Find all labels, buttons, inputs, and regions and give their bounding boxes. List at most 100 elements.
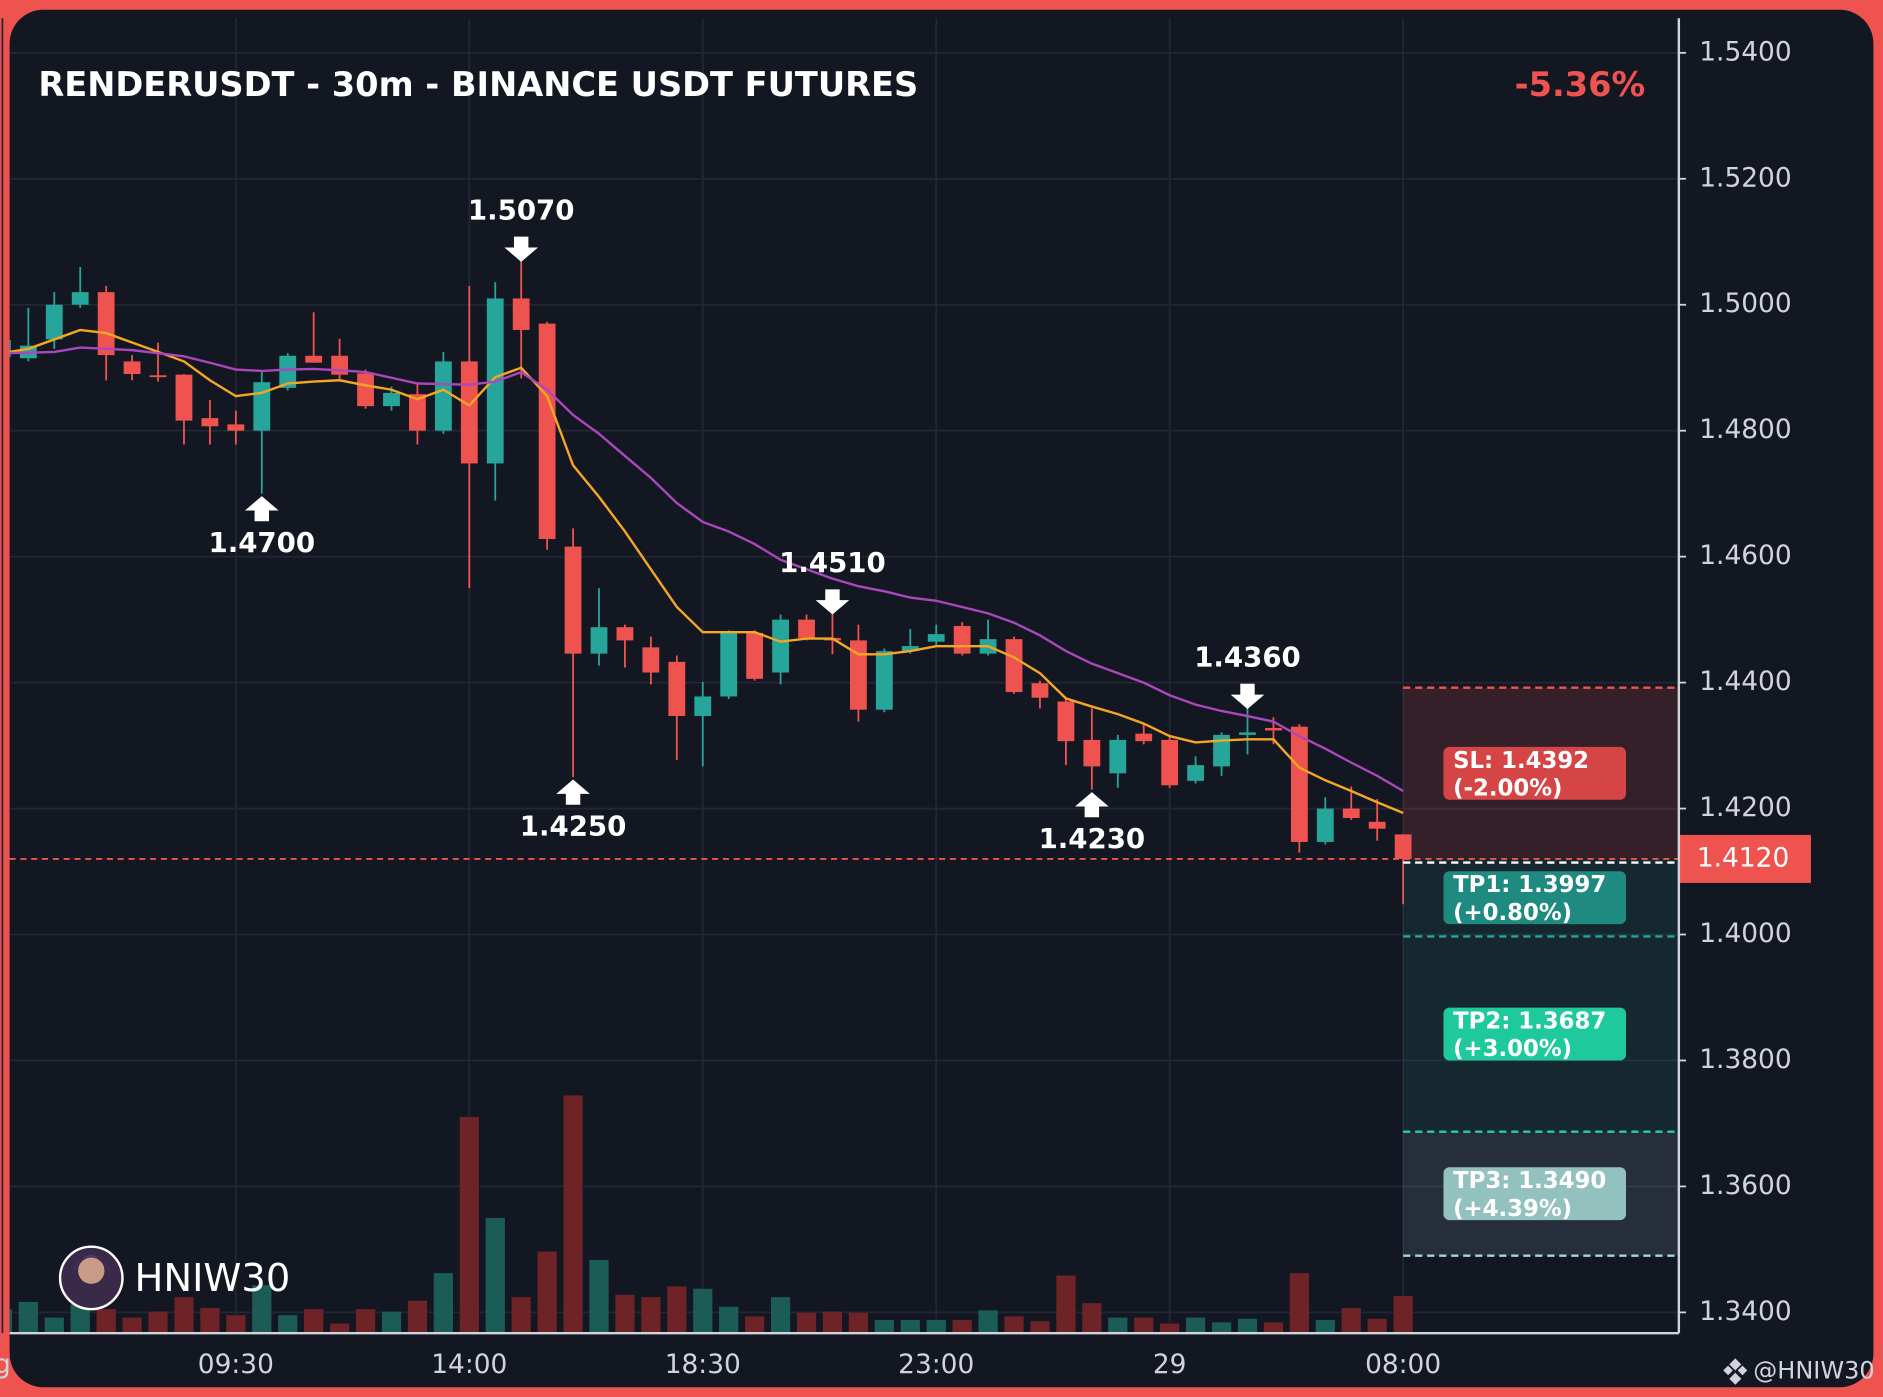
volume-bar [1056,1275,1076,1334]
candle-body [383,392,400,407]
watermark: HNIW30 [135,1256,291,1301]
y-tick-label: 1.5400 [1699,36,1791,67]
candle-body [746,632,764,679]
volume-bar [1263,1322,1284,1334]
last-price-label: 1.4120 [1697,842,1789,873]
candle-body [616,627,634,641]
grid [1,18,1679,1334]
candle-body [71,292,89,305]
candle-body [45,304,63,340]
volume-bar [148,1311,168,1334]
candle-body [772,619,789,673]
candle-body [1187,765,1205,781]
y-tick-label: 1.3600 [1699,1170,1791,1201]
x-tick-label: 08:00 [1365,1349,1441,1380]
candle-body [175,374,193,421]
volume-bar [1289,1273,1309,1334]
annotation-arrow [1075,792,1109,818]
candle-body [279,355,297,388]
x-tick-label: 29 [1153,1349,1187,1380]
volume-bar [719,1306,739,1334]
candle-body [512,298,530,330]
volume-bar [1004,1316,1024,1334]
y-tick-label: 1.4200 [1699,792,1791,823]
candle-body [1057,701,1075,742]
annotation-arrow [244,496,279,522]
volume-bar [1134,1317,1154,1334]
plot-area [9,260,1413,1334]
annotation-label: 1.5070 [468,193,575,226]
avatar-face [78,1257,105,1284]
candle-body [123,361,141,375]
x-tick-label: 14:00 [431,1349,507,1380]
candle-body [798,619,815,638]
volume-bar [1160,1323,1180,1334]
candle-body [1265,727,1282,731]
candle-body [875,651,893,710]
moving-average [9,328,1404,815]
level-pct: (+0.80%) [1453,900,1572,926]
volume-bar [18,1301,38,1334]
candle-body [642,647,660,673]
y-tick-label: 1.4600 [1699,540,1791,571]
candle-body [927,634,945,642]
volume-bar [1341,1307,1361,1334]
volume-bar [1186,1317,1206,1334]
annotation-arrow [815,589,850,615]
chart-title: RENDERUSDT - 30m - BINANCE USDT FUTURES [38,65,918,104]
y-tick-label: 1.5000 [1699,288,1791,319]
volume-bar [1108,1317,1128,1334]
annotation-arrow [1230,683,1265,710]
background [9,9,1874,1388]
candle-body [305,355,323,363]
candle-body [1290,726,1308,842]
volume-bar [96,1309,116,1334]
level-pct: (+3.00%) [1453,1036,1572,1062]
candle-body [668,661,686,716]
volume-bar [874,1319,894,1334]
volume-bar [1393,1295,1413,1334]
volume-bar [226,1315,246,1334]
candle-body [1031,683,1049,698]
candle-body [1005,639,1023,693]
y-tick-label: 1.3800 [1699,1044,1791,1075]
volume-bar [1211,1322,1232,1334]
annotation-label: 1.4360 [1194,641,1301,674]
candle-body [1161,739,1179,786]
level-label: TP3: 1.3490 [1453,1168,1606,1194]
volume-bar [9,1309,13,1334]
candle-body [97,292,115,356]
level-label: TP2: 1.3687 [1453,1009,1606,1035]
y-tick-label: 1.5200 [1699,162,1791,193]
candle-body [1316,808,1334,842]
y-tick-label: 1.3400 [1699,1296,1791,1327]
volume-bar [563,1095,583,1334]
moving-average [9,346,1404,793]
volume-bar [667,1286,687,1334]
volume-bar [381,1311,402,1334]
volume-bar [1367,1318,1387,1334]
volume-bar [355,1309,376,1334]
volume-bar [70,1304,90,1334]
annotation-label: 1.4700 [209,526,316,559]
candle-body [901,646,919,652]
volume-bar [122,1317,142,1334]
volume-bar [1030,1321,1050,1334]
candle-body [538,323,556,540]
volume-bar [745,1316,765,1334]
candle-body [201,418,219,427]
level-label: TP1: 1.3997 [1453,872,1606,898]
y-tick-label: 1.4000 [1699,918,1791,949]
volume-bar [278,1315,298,1334]
volume-bar [848,1312,869,1334]
volume-bar [952,1319,972,1334]
binance-logo [1723,1358,1748,1385]
volume-bar [433,1273,453,1334]
volume-bar [1315,1319,1335,1334]
volume-bar [926,1319,946,1334]
candle-body [1394,834,1412,859]
volume-bar [1082,1303,1102,1334]
candle-body [694,696,712,716]
volume-bar [407,1300,428,1334]
